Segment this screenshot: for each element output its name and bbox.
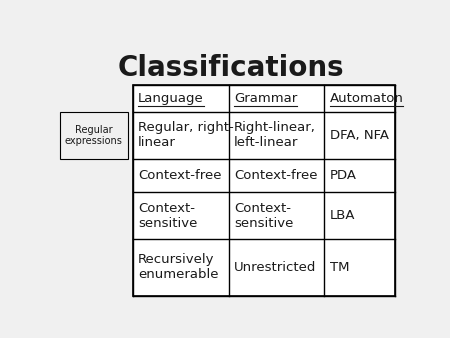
Text: LBA: LBA [329, 209, 355, 222]
Text: Classifications: Classifications [117, 54, 344, 81]
Text: Recursively
enumerable: Recursively enumerable [138, 253, 219, 281]
Text: Unrestricted: Unrestricted [234, 261, 316, 274]
Text: Context-
sensitive: Context- sensitive [234, 201, 293, 230]
Text: DFA, NFA: DFA, NFA [329, 129, 389, 142]
Text: PDA: PDA [329, 169, 356, 182]
Text: Automaton: Automaton [329, 92, 404, 105]
Text: Context-free: Context-free [234, 169, 317, 182]
Text: Right-linear,
left-linear: Right-linear, left-linear [234, 121, 316, 149]
Text: Context-free: Context-free [138, 169, 222, 182]
Text: Grammar: Grammar [234, 92, 297, 105]
Text: TM: TM [329, 261, 349, 274]
Text: Regular
expressions: Regular expressions [65, 125, 123, 146]
Text: Context-
sensitive: Context- sensitive [138, 201, 198, 230]
Text: Language: Language [138, 92, 204, 105]
Text: Regular, right-
linear: Regular, right- linear [138, 121, 234, 149]
